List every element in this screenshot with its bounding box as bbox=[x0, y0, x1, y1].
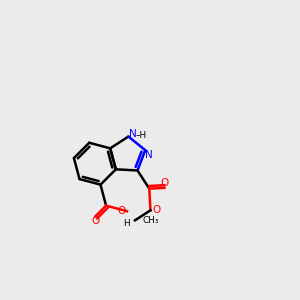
Text: N: N bbox=[129, 129, 137, 139]
Text: N: N bbox=[145, 150, 153, 160]
Text: O: O bbox=[91, 216, 100, 226]
Text: –H: –H bbox=[136, 131, 147, 140]
Text: H: H bbox=[123, 219, 129, 228]
Text: O: O bbox=[117, 206, 125, 216]
Text: O: O bbox=[160, 178, 169, 188]
Text: CH₃: CH₃ bbox=[142, 216, 159, 225]
Text: O: O bbox=[152, 205, 160, 215]
